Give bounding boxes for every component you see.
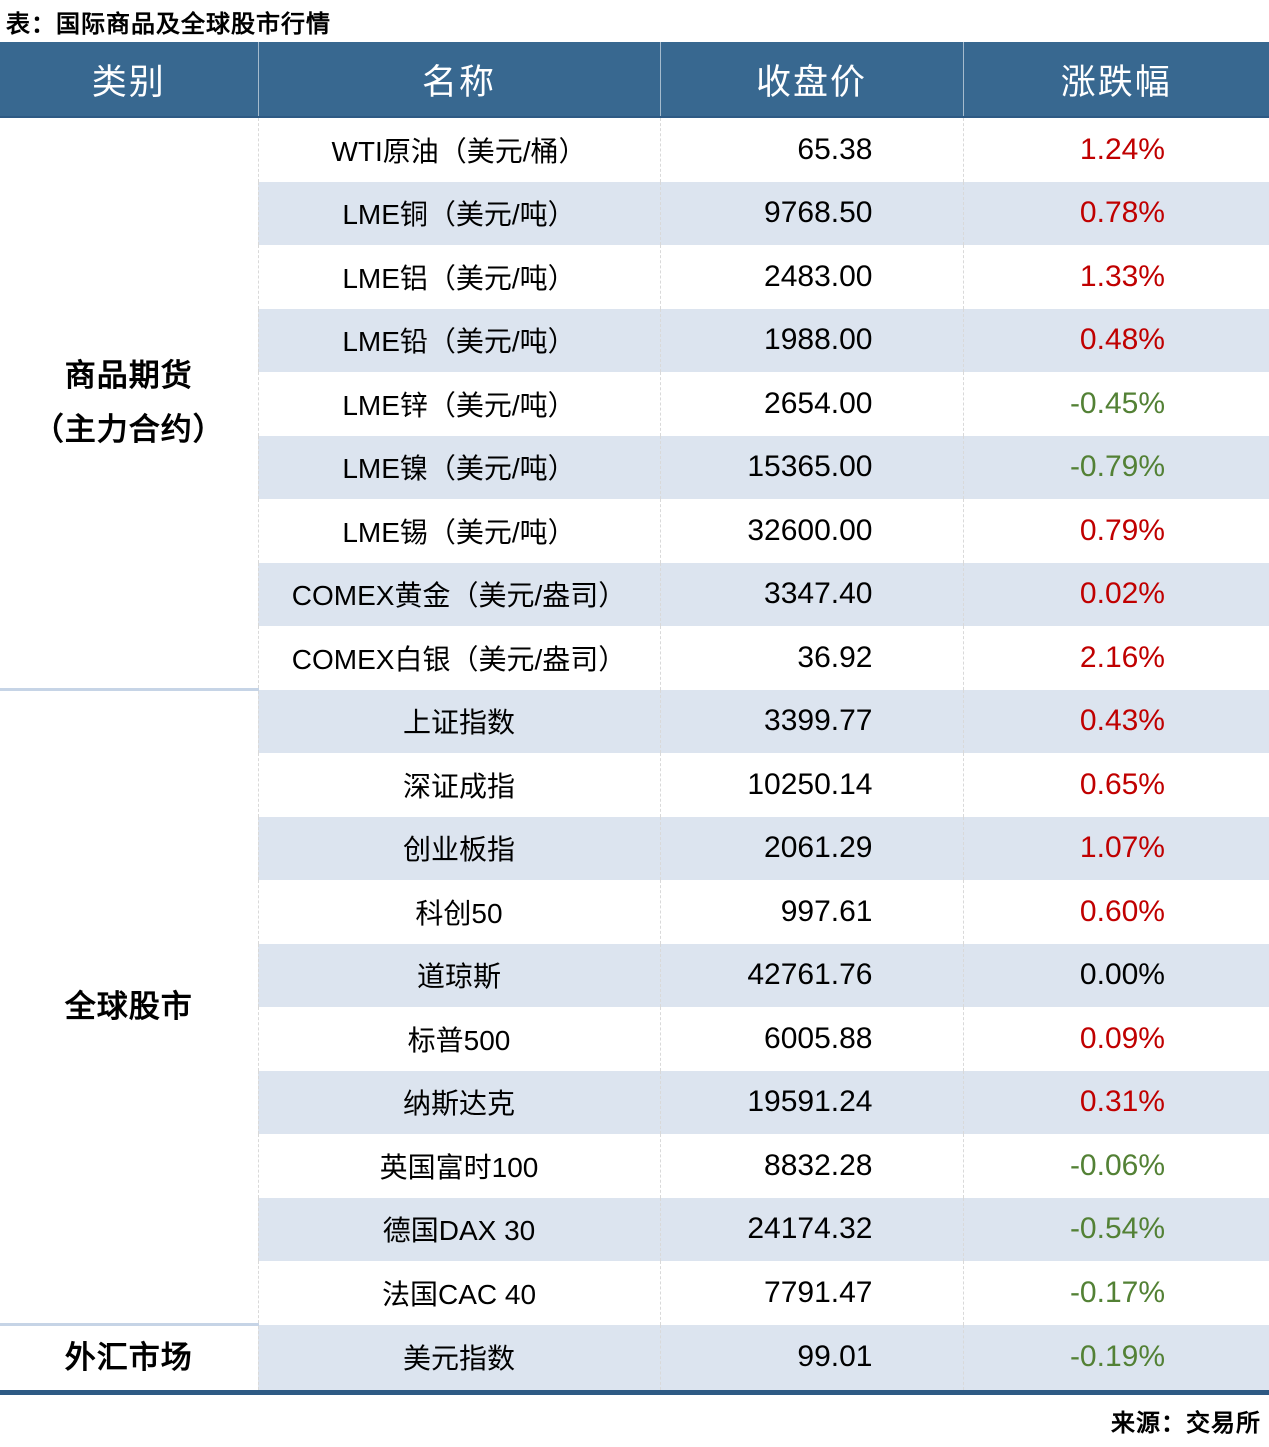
category-label-line: 外汇市场 [64, 1339, 193, 1375]
table-row: 创业板指 2061.29 1.07% [0, 816, 1269, 880]
instrument-name: 深证成指 [257, 753, 660, 817]
close-price: 997.61 [659, 880, 963, 944]
close-price: 7791.47 [659, 1261, 963, 1325]
close-price: 9768.50 [659, 181, 963, 245]
close-price: 2654.00 [659, 372, 963, 436]
instrument-name: LME铅（美元/吨） [257, 308, 660, 372]
source-note: 来源：交易所 [1111, 1409, 1261, 1437]
instrument-name: 德国DAX 30 [257, 1197, 660, 1261]
close-price: 6005.88 [659, 1007, 963, 1071]
instrument-name: 创业板指 [257, 816, 660, 880]
table-row: LME锌（美元/吨） 2654.00 -0.45% [0, 372, 1269, 436]
change-percent: 0.60% [962, 880, 1269, 944]
close-price: 36.92 [659, 626, 963, 690]
instrument-name: 美元指数 [257, 1324, 660, 1392]
instrument-name: 纳斯达克 [257, 1070, 660, 1134]
category-cell: 外汇市场 [0, 1323, 258, 1392]
table-body: 商品期货 （主力合约） WTI原油（美元/桶） 65.38 1.24% LME铜（美元/吨… [0, 117, 1269, 1392]
close-price: 2061.29 [659, 816, 963, 880]
column-header-change: 涨跌幅 [962, 42, 1269, 118]
table-row: 全球股市 上证指数 3399.77 0.43% [0, 688, 1269, 1325]
instrument-name: 道琼斯 [257, 943, 660, 1007]
change-percent: -0.17% [962, 1261, 1269, 1325]
close-price: 15365.00 [659, 435, 963, 499]
close-price: 3399.77 [659, 689, 963, 753]
close-price: 42761.76 [659, 943, 963, 1007]
instrument-name: 法国CAC 40 [257, 1261, 660, 1325]
table-row: 外汇市场 美元指数 99.01 -0.19% [0, 1323, 1269, 1392]
table-row: 科创50 997.61 0.60% [0, 880, 1269, 944]
change-percent: 0.48% [962, 308, 1269, 372]
change-percent: -0.19% [962, 1324, 1269, 1392]
category-label-line: 商品期货 [64, 357, 193, 393]
table-row: 德国DAX 30 24174.32 -0.54% [0, 1197, 1269, 1261]
market-table: 类别 名称 收盘价 涨跌幅 商品期货 （主力合约） WTI原油（美元/桶） 65.38… [0, 42, 1269, 1395]
instrument-name: LME铜（美元/吨） [257, 181, 660, 245]
table-row: 标普500 6005.88 0.09% [0, 1007, 1269, 1071]
category-label-line: （主力合约） [32, 412, 225, 447]
instrument-name: WTI原油（美元/桶） [257, 117, 660, 182]
change-percent: -0.79% [962, 435, 1269, 499]
close-price: 19591.24 [659, 1070, 963, 1134]
table-row: 道琼斯 42761.76 0.00% [0, 943, 1269, 1007]
table-row: LME镍（美元/吨） 15365.00 -0.79% [0, 435, 1269, 499]
instrument-name: LME锡（美元/吨） [257, 499, 660, 563]
change-percent: 1.33% [962, 245, 1269, 309]
table-row: 法国CAC 40 7791.47 -0.17% [0, 1261, 1269, 1325]
change-percent: -0.54% [962, 1197, 1269, 1261]
table-row: 纳斯达克 19591.24 0.31% [0, 1070, 1269, 1134]
close-price: 10250.14 [659, 753, 963, 817]
table-row: 深证成指 10250.14 0.65% [0, 753, 1269, 817]
change-percent: 0.78% [962, 181, 1269, 245]
instrument-name: 科创50 [257, 880, 660, 944]
change-percent: 0.09% [962, 1007, 1269, 1071]
close-price: 32600.00 [659, 499, 963, 563]
table-row: COMEX白银（美元/盎司） 36.92 2.16% [0, 626, 1269, 690]
change-percent: 0.00% [962, 943, 1269, 1007]
close-price: 3347.40 [659, 562, 963, 626]
change-percent: 2.16% [962, 626, 1269, 690]
table-row: LME铅（美元/吨） 1988.00 0.48% [0, 308, 1269, 372]
close-price: 1988.00 [659, 308, 963, 372]
instrument-name: 标普500 [257, 1007, 660, 1071]
category-label-line: 全球股市 [64, 988, 193, 1024]
change-percent: -0.06% [962, 1134, 1269, 1198]
change-percent: 0.43% [962, 689, 1269, 753]
instrument-name: COMEX白银（美元/盎司） [257, 626, 660, 690]
close-price: 2483.00 [659, 245, 963, 309]
column-header-close: 收盘价 [659, 42, 963, 118]
instrument-name: 英国富时100 [257, 1134, 660, 1198]
change-percent: 0.65% [962, 753, 1269, 817]
change-percent: 1.07% [962, 816, 1269, 880]
instrument-name: LME镍（美元/吨） [257, 435, 660, 499]
category-cell: 商品期货 （主力合约） [0, 117, 258, 690]
close-price: 8832.28 [659, 1134, 963, 1198]
close-price: 24174.32 [659, 1197, 963, 1261]
instrument-name: LME锌（美元/吨） [257, 372, 660, 436]
instrument-name: 上证指数 [257, 689, 660, 753]
table-header: 类别 名称 收盘价 涨跌幅 [0, 42, 1269, 118]
table-row: LME锡（美元/吨） 32600.00 0.79% [0, 499, 1269, 563]
table-row: COMEX黄金（美元/盎司） 3347.40 0.02% [0, 562, 1269, 626]
table-row: 英国富时100 8832.28 -0.06% [0, 1134, 1269, 1198]
change-percent: 0.02% [962, 562, 1269, 626]
close-price: 99.01 [659, 1324, 963, 1392]
column-header-category: 类别 [0, 42, 258, 118]
change-percent: 1.24% [962, 117, 1269, 182]
instrument-name: LME铝（美元/吨） [257, 245, 660, 309]
change-percent: 0.31% [962, 1070, 1269, 1134]
page-title: 表：国际商品及全球股市行情 [6, 11, 331, 38]
category-cell: 全球股市 [0, 688, 258, 1325]
column-header-name: 名称 [257, 42, 660, 118]
change-percent: -0.45% [962, 372, 1269, 436]
instrument-name: COMEX黄金（美元/盎司） [257, 562, 660, 626]
table-row: LME铝（美元/吨） 2483.00 1.33% [0, 245, 1269, 309]
table-row: LME铜（美元/吨） 9768.50 0.78% [0, 181, 1269, 245]
table-row: 商品期货 （主力合约） WTI原油（美元/桶） 65.38 1.24% [0, 117, 1269, 690]
change-percent: 0.79% [962, 499, 1269, 563]
close-price: 65.38 [659, 117, 963, 182]
